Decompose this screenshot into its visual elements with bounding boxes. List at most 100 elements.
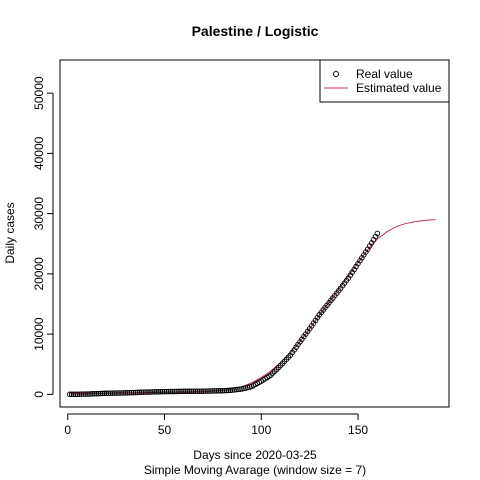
real-value-point — [194, 388, 201, 394]
real-value-point — [167, 388, 174, 395]
real-value-point — [134, 389, 141, 396]
real-value-point — [107, 390, 114, 396]
y-tick-label: 0 — [32, 391, 46, 398]
real-value-point — [88, 391, 94, 397]
real-value-point — [101, 390, 108, 397]
real-value-point — [186, 388, 193, 395]
y-tick-label: 50000 — [32, 76, 46, 110]
real-value-point — [117, 390, 123, 396]
real-value-point — [214, 388, 220, 394]
real-value-point — [204, 388, 210, 394]
real-value-point — [136, 389, 143, 396]
estimated-value-line — [69, 219, 436, 394]
real-value-point — [192, 388, 199, 394]
real-value-point — [95, 390, 102, 397]
real-value-point — [84, 391, 90, 397]
real-value-point — [94, 390, 100, 397]
real-value-point — [82, 391, 88, 397]
x-axis: 0 50 100 150 — [64, 413, 368, 437]
real-value-point — [237, 386, 243, 392]
y-tick-label: 20000 — [32, 257, 46, 291]
real-value-point — [208, 388, 214, 394]
x-tick-label: 150 — [348, 423, 368, 437]
real-value-point — [97, 390, 104, 397]
real-value-point — [215, 388, 222, 394]
real-value-point — [169, 388, 175, 395]
real-value-point — [152, 389, 158, 395]
x-tick-label: 50 — [158, 423, 172, 437]
real-value-point — [76, 391, 83, 397]
real-value-point — [154, 389, 160, 395]
y-tick-label: 40000 — [32, 136, 46, 170]
legend: Real value Estimated value — [319, 59, 450, 103]
real-value-point — [225, 387, 232, 394]
real-value-point — [99, 390, 106, 397]
chart-title: Palestine / Logistic — [192, 23, 319, 39]
plot-frame — [59, 59, 450, 408]
real-value-point — [184, 388, 191, 395]
real-value-point — [219, 387, 226, 394]
real-value-point — [66, 391, 73, 398]
real-value-point — [374, 230, 381, 237]
real-value-point — [132, 389, 139, 396]
real-value-point — [171, 388, 177, 395]
real-series — [66, 230, 381, 398]
real-value-point — [124, 390, 131, 396]
real-value-point — [70, 391, 77, 398]
real-value-point — [188, 388, 195, 395]
real-value-point — [138, 389, 145, 396]
real-value-point — [86, 391, 92, 397]
legend-box — [319, 59, 450, 103]
real-value-point — [123, 390, 129, 396]
real-value-point — [103, 390, 110, 397]
real-value-point — [68, 391, 75, 398]
real-value-point — [161, 388, 168, 395]
real-value-point — [78, 391, 85, 397]
real-value-point — [146, 389, 152, 395]
x-tick-label: 100 — [251, 423, 271, 437]
legend-marker-real — [333, 71, 339, 77]
real-value-point — [148, 389, 154, 395]
real-value-point — [72, 391, 79, 397]
real-value-point — [223, 387, 230, 394]
real-value-point — [109, 390, 116, 396]
real-value-point — [113, 390, 119, 396]
real-value-point — [159, 388, 166, 395]
real-value-point — [150, 389, 156, 395]
real-value-point — [235, 386, 241, 393]
real-value-point — [183, 388, 189, 395]
real-value-point — [130, 389, 137, 396]
real-value-point — [177, 388, 183, 395]
x-tick-label: 0 — [64, 423, 71, 437]
real-value-point — [210, 388, 216, 394]
real-value-point — [74, 391, 81, 397]
real-value-point — [142, 389, 148, 395]
real-value-point — [92, 390, 98, 397]
real-value-point — [111, 390, 117, 396]
real-value-point — [175, 388, 181, 395]
real-value-point — [179, 388, 185, 395]
real-value-point — [196, 388, 203, 394]
real-value-point — [126, 389, 133, 396]
real-value-point — [202, 388, 208, 394]
real-value-point — [121, 390, 127, 396]
real-value-point — [190, 388, 197, 394]
real-value-point — [90, 391, 96, 397]
real-value-point — [157, 388, 164, 395]
y-tick-label: 10000 — [32, 317, 46, 351]
legend-label-real: Real value — [356, 67, 413, 81]
real-value-point — [140, 389, 146, 395]
real-value-point — [163, 388, 170, 395]
real-value-point — [155, 389, 162, 395]
legend-label-estimated: Estimated value — [356, 81, 442, 95]
real-value-point — [144, 389, 150, 395]
real-value-point — [200, 388, 206, 394]
real-value-point — [231, 387, 237, 393]
real-value-point — [115, 390, 121, 396]
real-value-point — [233, 386, 239, 393]
chart-subtitle: Simple Moving Avarage (window size = 7) — [144, 463, 366, 477]
real-value-point — [217, 388, 224, 394]
y-axis-label: Daily cases — [3, 202, 17, 263]
real-value-point — [165, 388, 172, 395]
y-tick-label: 30000 — [32, 197, 46, 231]
